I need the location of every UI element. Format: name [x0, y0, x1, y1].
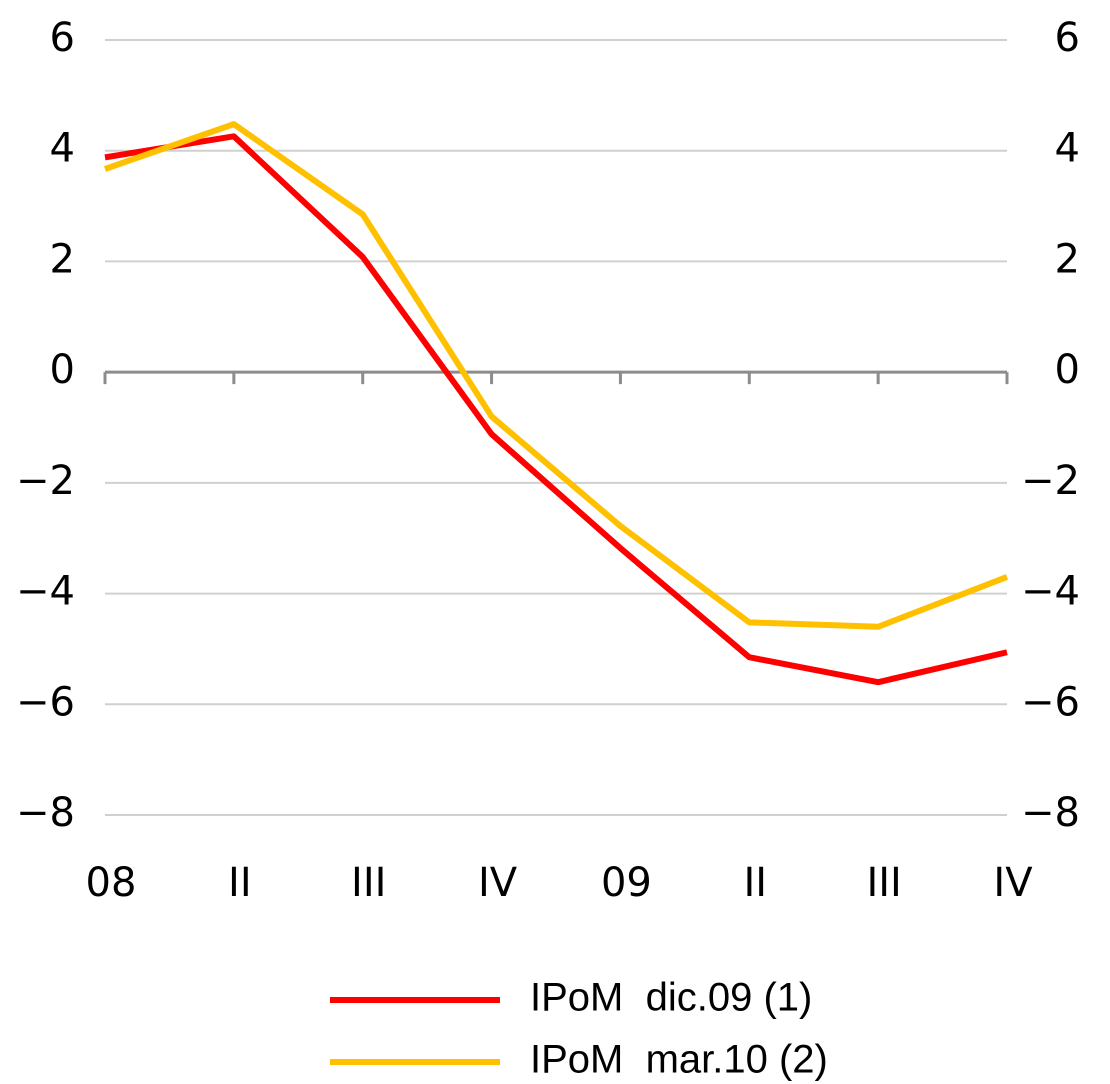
y-tick-label: −2	[16, 458, 75, 504]
x-tick-label: 09	[601, 860, 652, 906]
y2-tick-label: 0	[1055, 347, 1080, 393]
x-tick-label: III	[351, 860, 386, 906]
y-tick-label: 6	[50, 15, 75, 61]
x-tick-label: II	[743, 860, 767, 906]
y2-tick-label: 6	[1055, 15, 1080, 61]
y-tick-label: −6	[16, 679, 75, 725]
y2-tick-label: 2	[1055, 236, 1080, 282]
legend-label: IPoM dic.09 (1)	[530, 976, 812, 1020]
x-tick-label: IV	[478, 860, 518, 906]
x-tick-label: 08	[86, 860, 137, 906]
legend-label: IPoM mar.10 (2)	[530, 1038, 828, 1082]
y2-tick-label: −6	[1021, 679, 1080, 725]
y-tick-label: 4	[50, 126, 75, 172]
y-tick-label: −8	[16, 790, 75, 836]
x-tick-label: IV	[993, 860, 1033, 906]
y-tick-label: −4	[16, 569, 75, 615]
x-tick-label: II	[228, 860, 252, 906]
series-line	[104, 133, 1008, 686]
series-line	[104, 121, 1009, 630]
y2-tick-label: −4	[1021, 569, 1080, 615]
y-tick-label: 2	[50, 236, 75, 282]
y2-tick-label: −2	[1021, 458, 1080, 504]
y2-tick-label: 4	[1055, 126, 1080, 172]
x-tick-label: III	[866, 860, 901, 906]
y-tick-label: 0	[50, 347, 75, 393]
y2-tick-label: −8	[1021, 790, 1080, 836]
